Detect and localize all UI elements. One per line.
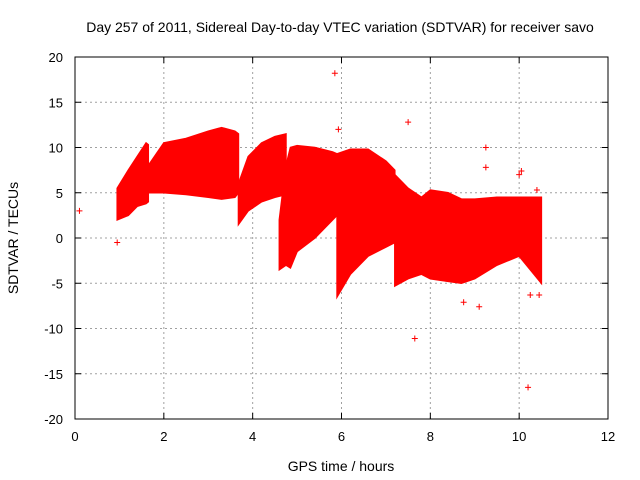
x-tick-labels: 0 2 4 6 8 10 12 <box>71 429 615 444</box>
outlier-point <box>533 187 540 194</box>
x-tick-label: 2 <box>160 429 167 444</box>
y-tick-label: -20 <box>44 412 63 427</box>
y-tick-label: -10 <box>44 322 63 337</box>
outlier-point <box>536 292 543 299</box>
outlier-point <box>331 70 338 77</box>
chart-title: Day 257 of 2011, Sidereal Day-to-day VTE… <box>86 19 594 35</box>
x-tick-label: 4 <box>249 429 256 444</box>
outlier-point <box>516 171 523 178</box>
x-tick-label: 10 <box>512 429 526 444</box>
outlier-points <box>76 70 543 391</box>
outlier-point <box>482 144 489 151</box>
x-tick-label: 8 <box>427 429 434 444</box>
data-band-arc-6 <box>394 172 543 288</box>
x-tick-label: 6 <box>338 429 345 444</box>
y-tick-label: 0 <box>56 231 63 246</box>
outlier-point <box>76 207 83 214</box>
y-tick-label: 15 <box>49 95 63 110</box>
y-tick-labels: -20 -15 -10 -5 0 5 10 15 20 <box>44 50 63 427</box>
outlier-point <box>518 168 525 175</box>
outlier-point <box>335 126 342 133</box>
x-axis-label: GPS time / hours <box>288 458 395 474</box>
y-axis-label: SDTVAR / TECUs <box>5 182 21 294</box>
outlier-point <box>114 239 121 246</box>
y-tick-label: 5 <box>56 186 63 201</box>
data-band-arc-1 <box>116 141 150 222</box>
y-tick-label: -5 <box>51 276 63 291</box>
y-tick-label: -15 <box>44 367 63 382</box>
x-tick-label: 0 <box>71 429 78 444</box>
x-tick-label: 12 <box>601 429 615 444</box>
outlier-point <box>405 119 412 126</box>
data-bands <box>116 126 543 300</box>
outlier-point <box>460 299 467 306</box>
outlier-point <box>527 292 534 299</box>
axis-ticks <box>74 56 609 420</box>
outlier-point <box>525 384 532 391</box>
y-tick-label: 20 <box>49 50 63 65</box>
outlier-point <box>482 164 489 171</box>
outlier-point <box>411 335 418 342</box>
y-tick-label: 10 <box>49 141 63 156</box>
outlier-point <box>476 303 483 310</box>
